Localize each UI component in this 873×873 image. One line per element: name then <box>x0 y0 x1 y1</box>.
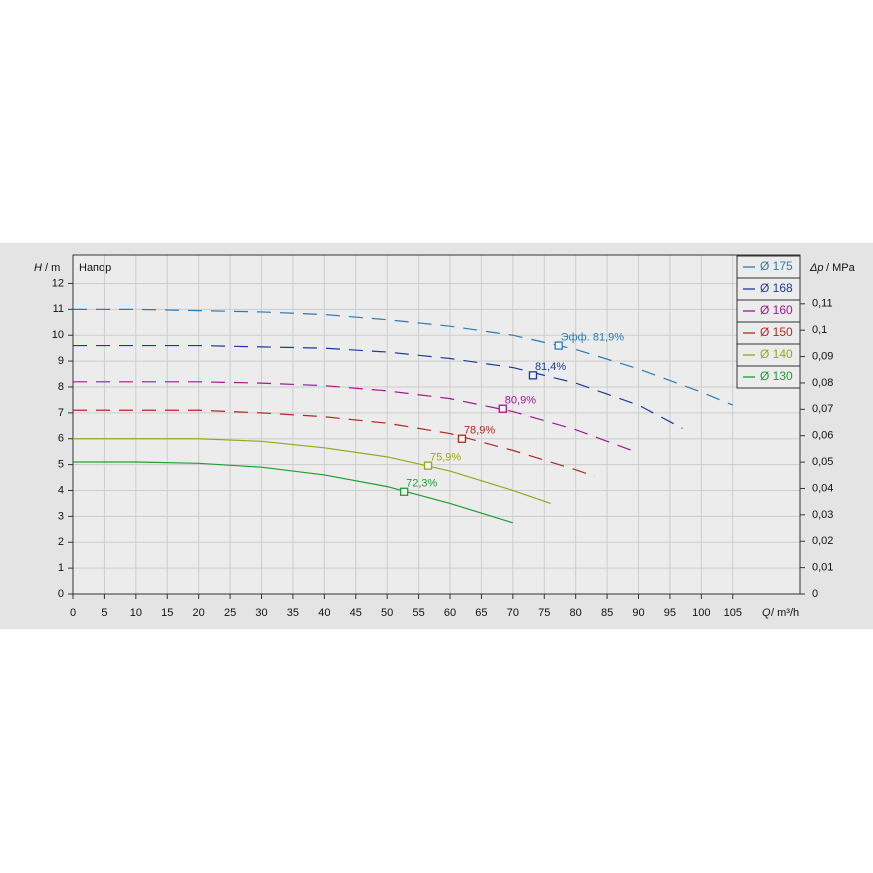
curve <box>73 308 733 406</box>
legend-label: Ø 175 <box>760 259 793 273</box>
x-tick-label: 95 <box>664 607 676 619</box>
y2-tick-label: 0 <box>812 588 818 600</box>
y2-tick-label: 0,11 <box>812 298 833 310</box>
y2-tick-label: 0,03 <box>812 509 833 521</box>
y-tick-label: 3 <box>58 510 64 522</box>
efficiency-point <box>423 461 433 470</box>
efficiency-label: 72,3% <box>406 478 437 490</box>
plot-border <box>72 254 801 595</box>
efficiency-point <box>399 487 409 496</box>
y-tick-label: 6 <box>58 433 64 445</box>
y-tick-label: 7 <box>58 407 64 419</box>
y-tick-label: 9 <box>58 355 64 367</box>
x-tick-label: 90 <box>632 607 644 619</box>
x-tick-label: 40 <box>318 607 330 619</box>
y2-tick-label: 0,05 <box>812 456 833 468</box>
chart-title: Напор <box>79 262 111 274</box>
curve <box>73 409 595 477</box>
y-tick-label: 0 <box>58 588 64 600</box>
curve <box>73 438 551 504</box>
x-tick-label: 25 <box>224 607 236 619</box>
efficiency-label: 78,9% <box>464 425 495 437</box>
y-tick-label: 12 <box>52 277 64 289</box>
y-tick-label: 10 <box>52 329 64 341</box>
x-tick-label: 100 <box>692 607 710 619</box>
x-tick-label: 70 <box>507 607 519 619</box>
efficiency-label: Эфф. 81,9% <box>561 331 625 343</box>
curve <box>73 344 683 429</box>
efficiency-point <box>528 371 538 380</box>
y2-axis-unit: / MPa <box>826 262 856 274</box>
x-tick-label: 105 <box>724 607 742 619</box>
x-tick-label: 10 <box>130 607 142 619</box>
y2-tick-label: 0,02 <box>812 535 833 547</box>
y-tick-label: 11 <box>53 303 64 315</box>
x-tick-label: 15 <box>161 607 173 619</box>
y2-axis-symbol: Δp <box>809 262 824 274</box>
efficiency-point <box>554 341 563 350</box>
legend-label: Ø 130 <box>760 369 793 383</box>
efficiency-point <box>457 434 467 443</box>
y2-tick-label: 0,04 <box>812 482 833 494</box>
x-tick-label: 60 <box>444 607 456 619</box>
y2-tick-label: 0,07 <box>812 403 833 415</box>
x-tick-label: 5 <box>101 607 107 619</box>
x-tick-label: 20 <box>193 607 205 619</box>
x-tick-label: 75 <box>538 607 550 619</box>
efficiency-point <box>498 404 507 413</box>
x-tick-label: 55 <box>412 607 424 619</box>
y2-tick-label: 0,06 <box>812 430 833 442</box>
x-tick-label: 35 <box>287 607 299 619</box>
x-tick-label: 80 <box>570 607 582 619</box>
legend-label: Ø 168 <box>760 281 793 295</box>
efficiency-label: 75,9% <box>430 452 461 464</box>
efficiency-label: 81,4% <box>535 361 566 373</box>
x-tick-label: 85 <box>601 607 613 619</box>
plot-area <box>73 255 800 594</box>
y-tick-label: 1 <box>58 562 64 574</box>
x-axis-symbol: Q <box>762 607 771 619</box>
y2-tick-label: 0,01 <box>812 562 833 574</box>
y-axis-unit: / m <box>45 262 60 274</box>
x-tick-label: 0 <box>70 607 76 619</box>
curve <box>73 461 514 524</box>
y-tick-label: 2 <box>58 536 64 548</box>
y-tick-label: 4 <box>58 484 64 496</box>
x-axis-unit: / m³/h <box>771 607 799 619</box>
y-tick-label: 5 <box>58 459 64 471</box>
legend-label: Ø 150 <box>760 325 793 339</box>
y2-tick-label: 0,09 <box>812 350 833 362</box>
efficiency-label: 80,9% <box>505 395 536 407</box>
x-tick-label: 65 <box>475 607 487 619</box>
x-tick-label: 50 <box>381 607 393 619</box>
y-axis-symbol: H <box>34 262 42 274</box>
legend-label: Ø 160 <box>760 303 793 317</box>
x-tick-label: 30 <box>255 607 267 619</box>
y2-tick-label: 0,1 <box>812 324 827 336</box>
curve <box>73 381 639 454</box>
x-tick-label: 45 <box>350 607 362 619</box>
y2-tick-label: 0,08 <box>812 377 833 389</box>
legend-label: Ø 140 <box>760 347 793 361</box>
y-tick-label: 8 <box>58 381 64 393</box>
